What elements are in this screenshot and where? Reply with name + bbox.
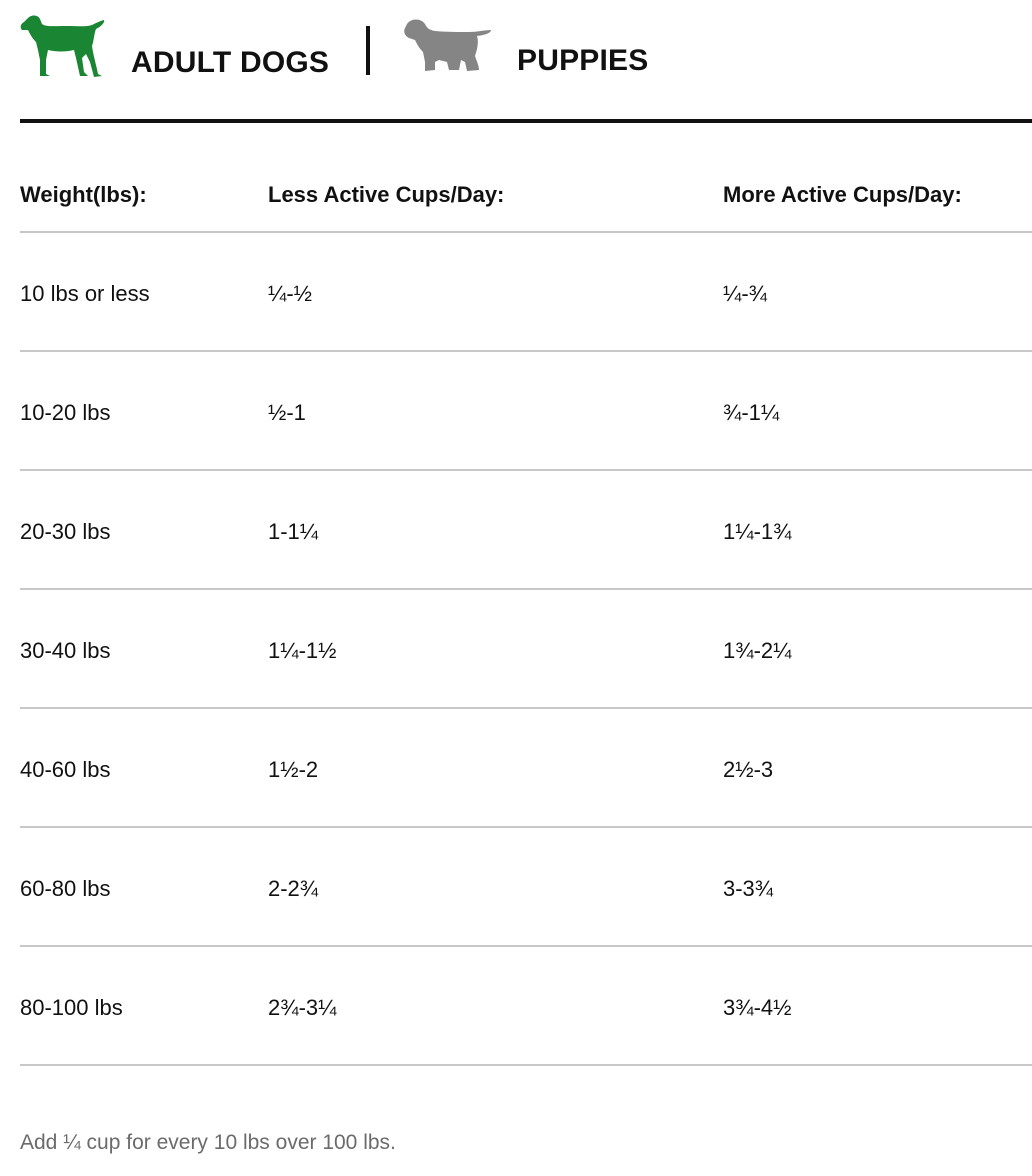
table-row: 20-30 lbs 1-1¼ 1¼-1¾ bbox=[20, 471, 1032, 590]
table-row: 60-80 lbs 2-2¾ 3-3¾ bbox=[20, 828, 1032, 947]
weight-cell: 80-100 lbs bbox=[20, 995, 123, 1020]
more-active-cell: 3¾-4½ bbox=[723, 995, 792, 1020]
less-active-cell: 1¼-1½ bbox=[268, 638, 337, 663]
more-active-cell: 1¼-1¾ bbox=[723, 519, 792, 544]
less-active-cell: 1½-2 bbox=[268, 757, 319, 782]
weight-cell: 30-40 lbs bbox=[20, 638, 111, 663]
puppy-icon bbox=[404, 19, 491, 71]
less-active-cell: ½-1 bbox=[268, 400, 306, 425]
less-active-cell: 2-2¾ bbox=[268, 876, 319, 901]
more-active-cell: ¼-¾ bbox=[723, 281, 768, 306]
table-row: 30-40 lbs 1¼-1½ 1¾-2¼ bbox=[20, 590, 1032, 709]
less-active-cell: 1-1¼ bbox=[268, 519, 319, 544]
table-row: 40-60 lbs 1½-2 2½-3 bbox=[20, 709, 1032, 828]
weight-cell: 20-30 lbs bbox=[20, 519, 111, 544]
more-active-cell: 2½-3 bbox=[723, 757, 774, 782]
weight-cell: 10 lbs or less bbox=[20, 281, 150, 306]
weight-cell: 10-20 lbs bbox=[20, 400, 111, 425]
table-row: 10-20 lbs ½-1 ¾-1¼ bbox=[20, 352, 1032, 471]
weight-cell: 60-80 lbs bbox=[20, 876, 111, 901]
more-active-cell: 3-3¾ bbox=[723, 876, 774, 901]
table-header-row: Weight(lbs): Less Active Cups/Day: More … bbox=[20, 160, 1032, 233]
header-less-active: Less Active Cups/Day: bbox=[268, 182, 505, 207]
more-active-cell: ¾-1¼ bbox=[723, 400, 780, 425]
tab-divider bbox=[366, 26, 370, 75]
less-active-cell: ¼-½ bbox=[268, 281, 313, 306]
feeding-table: Weight(lbs): Less Active Cups/Day: More … bbox=[20, 160, 1032, 1066]
tab-underline bbox=[20, 119, 1032, 123]
header-weight: Weight(lbs): bbox=[20, 182, 147, 207]
adult-dog-icon bbox=[20, 15, 105, 77]
tab-label: ADULT DOGS bbox=[131, 46, 330, 79]
less-active-cell: 2¾-3¼ bbox=[268, 995, 337, 1020]
more-active-cell: 1¾-2¼ bbox=[723, 638, 792, 663]
tab-label: PUPPIES bbox=[517, 44, 649, 77]
table-row: 80-100 lbs 2¾-3¼ 3¾-4½ bbox=[20, 947, 1032, 1066]
weight-cell: 40-60 lbs bbox=[20, 757, 111, 782]
table-row: 10 lbs or less ¼-½ ¼-¾ bbox=[20, 233, 1032, 352]
footnote: Add ¼ cup for every 10 lbs over 100 lbs. bbox=[20, 1131, 396, 1154]
header-more-active: More Active Cups/Day: bbox=[723, 182, 962, 207]
